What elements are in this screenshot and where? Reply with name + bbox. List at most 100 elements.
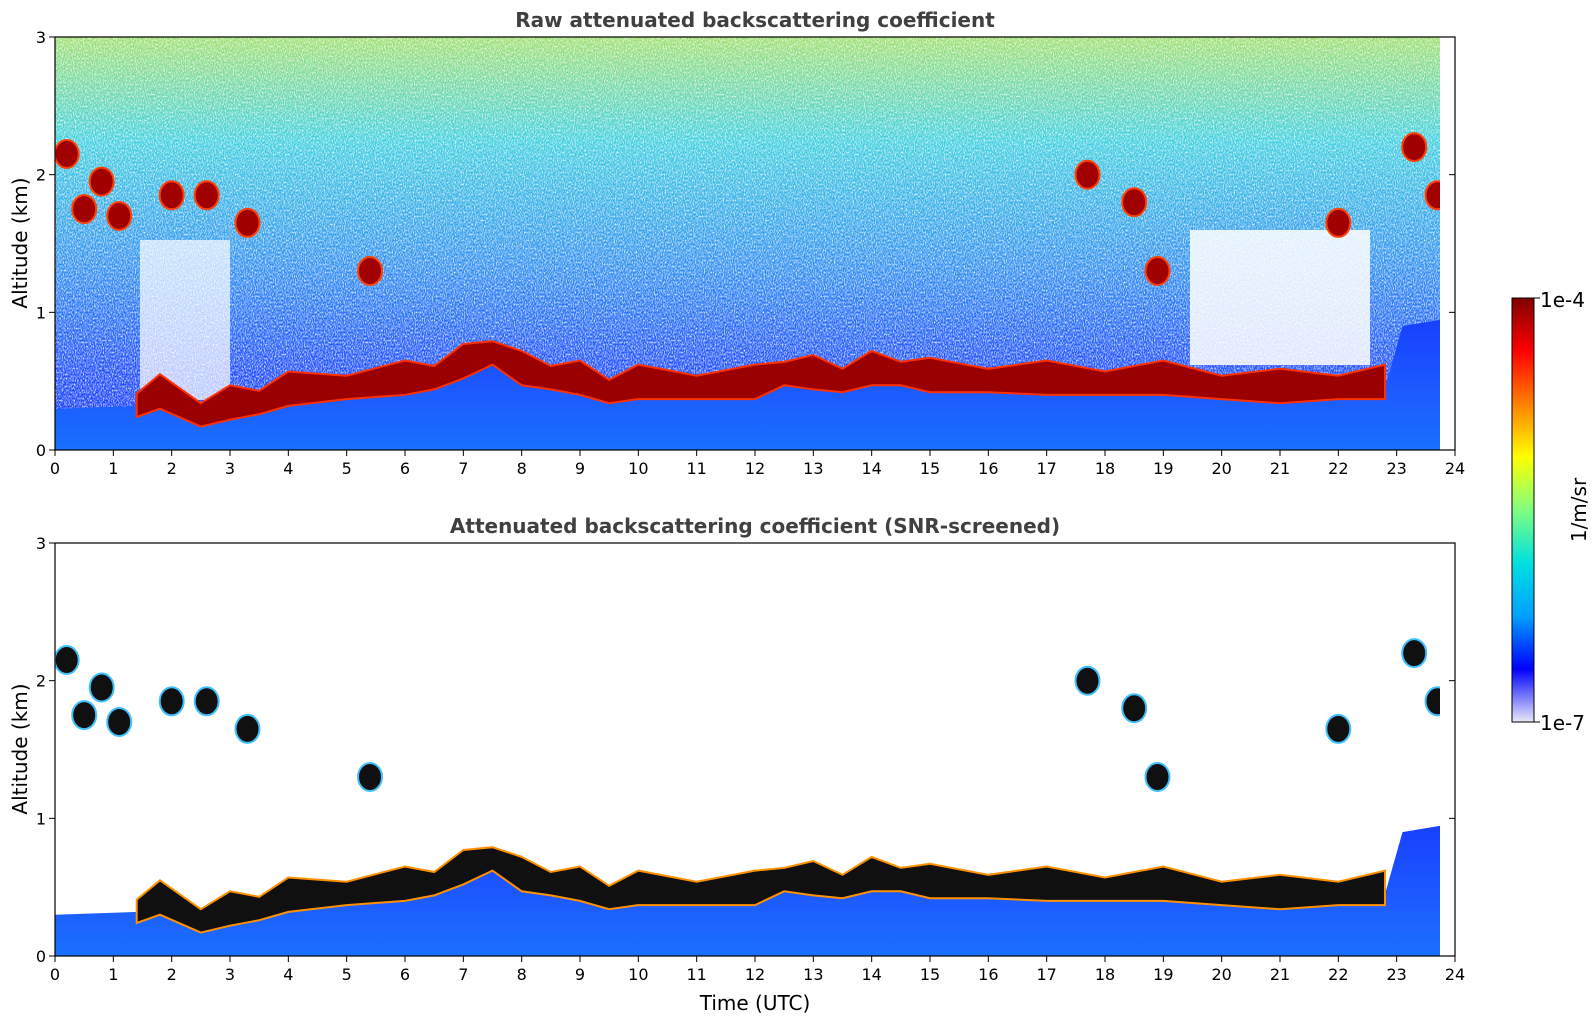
y-tick-label: 1	[36, 303, 46, 322]
cloud-patch	[55, 139, 80, 169]
colorbar-min-label: 1e-7	[1540, 711, 1585, 735]
cloud-patch	[1401, 638, 1428, 669]
x-tick-label: 0	[50, 459, 60, 478]
cloud-group	[55, 638, 1451, 792]
x-tick-label: 19	[1153, 459, 1173, 478]
cloud-patch	[1121, 693, 1148, 724]
x-tick-label: 21	[1270, 965, 1290, 984]
x-tick-label: 11	[686, 965, 706, 984]
x-tick-label: 17	[1036, 965, 1056, 984]
axes-top: 0 1 2 3 4 5 6 7 8 9 10 11 12 13 14 15 16 17 18 19 20 21 22 23 24…	[36, 28, 1465, 478]
y-axis-label: Altitude (km)	[8, 683, 32, 814]
x-tick-label: 0	[50, 965, 60, 984]
x-tick-label: 16	[978, 965, 998, 984]
cloud-patch	[71, 194, 98, 225]
heatmap-screened	[55, 543, 1455, 956]
aerosol-layer	[135, 846, 1386, 934]
panel-raw: Raw attenuated backscattering coefficien…	[8, 8, 1465, 478]
cloud-patch	[1074, 665, 1101, 696]
cloud-patch	[234, 207, 261, 238]
boundary-layer-below	[55, 825, 1444, 956]
cloud-patch	[1074, 159, 1101, 190]
y-tick-label: 2	[36, 166, 46, 185]
x-tick-label: 19	[1153, 965, 1173, 984]
cloud-patch	[1401, 132, 1428, 163]
colorbar-max-label: 1e-4	[1540, 288, 1585, 312]
x-tick-label: 15	[920, 965, 940, 984]
cloud-patch	[193, 686, 220, 717]
x-tick-label: 3	[225, 459, 235, 478]
x-tick-label: 24	[1445, 459, 1465, 478]
panel-title: Raw attenuated backscattering coefficien…	[515, 8, 995, 32]
x-tick-label: 8	[517, 965, 527, 984]
x-tick-label: 11	[686, 459, 706, 478]
clear-region	[140, 240, 230, 400]
cloud-patch	[1144, 256, 1171, 286]
cloud-patch	[106, 707, 133, 737]
cloud-patch	[1121, 187, 1148, 218]
x-axis-label: Time (UTC)	[699, 991, 811, 1015]
x-tick-label: 6	[400, 459, 410, 478]
cloud-group	[55, 132, 1451, 286]
x-tick-label: 22	[1328, 459, 1348, 478]
x-tick-label: 23	[1386, 459, 1406, 478]
cloud-patch	[55, 645, 80, 675]
cloud-patch	[193, 180, 220, 211]
x-tick-label: 18	[1095, 965, 1115, 984]
aerosol-layer	[135, 340, 1386, 428]
clear-region	[1190, 230, 1370, 365]
y-tick-label: 0	[36, 441, 46, 460]
x-tick-label: 23	[1386, 965, 1406, 984]
x-tick-label: 16	[978, 459, 998, 478]
right-edge-gap	[1440, 543, 1455, 956]
x-tick-label: 1	[108, 459, 118, 478]
y-tick-label: 1	[36, 809, 46, 828]
x-tick-label: 13	[803, 459, 823, 478]
y-tick-label: 2	[36, 672, 46, 691]
x-tick-label: 12	[745, 965, 765, 984]
x-tick-label: 14	[861, 459, 881, 478]
cloud-patch	[234, 713, 261, 744]
cloud-patch	[88, 672, 115, 703]
x-tick-label: 2	[167, 459, 177, 478]
x-tick-label: 24	[1445, 965, 1465, 984]
x-tick-label: 10	[628, 965, 648, 984]
cloud-patch	[158, 686, 185, 717]
x-tick-label: 21	[1270, 459, 1290, 478]
cloud-patch	[1325, 713, 1352, 744]
y-tick-label: 0	[36, 947, 46, 966]
x-tick-label: 17	[1036, 459, 1056, 478]
y-tick-label: 3	[36, 28, 46, 47]
x-tick-label: 20	[1211, 459, 1231, 478]
x-tick-label: 13	[803, 965, 823, 984]
x-tick-label: 1	[108, 965, 118, 984]
x-tick-label: 9	[575, 965, 585, 984]
x-tick-label: 7	[458, 459, 468, 478]
x-tick-label: 14	[861, 965, 881, 984]
x-tick-label: 7	[458, 965, 468, 984]
colorbar-gradient	[1511, 297, 1535, 723]
cloud-patch	[357, 762, 383, 792]
cloud-patch	[71, 700, 98, 731]
heatmap-raw	[55, 37, 1455, 450]
panel-title: Attenuated backscattering coefficient (S…	[450, 514, 1060, 538]
x-tick-label: 4	[283, 965, 293, 984]
cloud-patch	[357, 256, 383, 286]
x-tick-label: 15	[920, 459, 940, 478]
cloud-patch	[1144, 762, 1171, 792]
cloud-patch	[106, 201, 133, 231]
cloud-patch	[1325, 207, 1352, 238]
y-tick-label: 3	[36, 534, 46, 553]
x-tick-label: 5	[342, 965, 352, 984]
boundary-layer-below	[55, 319, 1444, 450]
x-tick-label: 3	[225, 965, 235, 984]
colorbar-unit-label: 1/m/sr	[1567, 477, 1591, 542]
x-tick-label: 2	[167, 965, 177, 984]
axes-bottom: 0 1 2 3 4 5 6 7 8 9 10 11 12 13 14 15 16 17 18 19 20 21 22 23 24…	[36, 534, 1465, 984]
x-tick-label: 10	[628, 459, 648, 478]
x-tick-label: 5	[342, 459, 352, 478]
x-tick-label: 22	[1328, 965, 1348, 984]
y-axis-label: Altitude (km)	[8, 177, 32, 308]
x-tick-label: 20	[1211, 965, 1231, 984]
